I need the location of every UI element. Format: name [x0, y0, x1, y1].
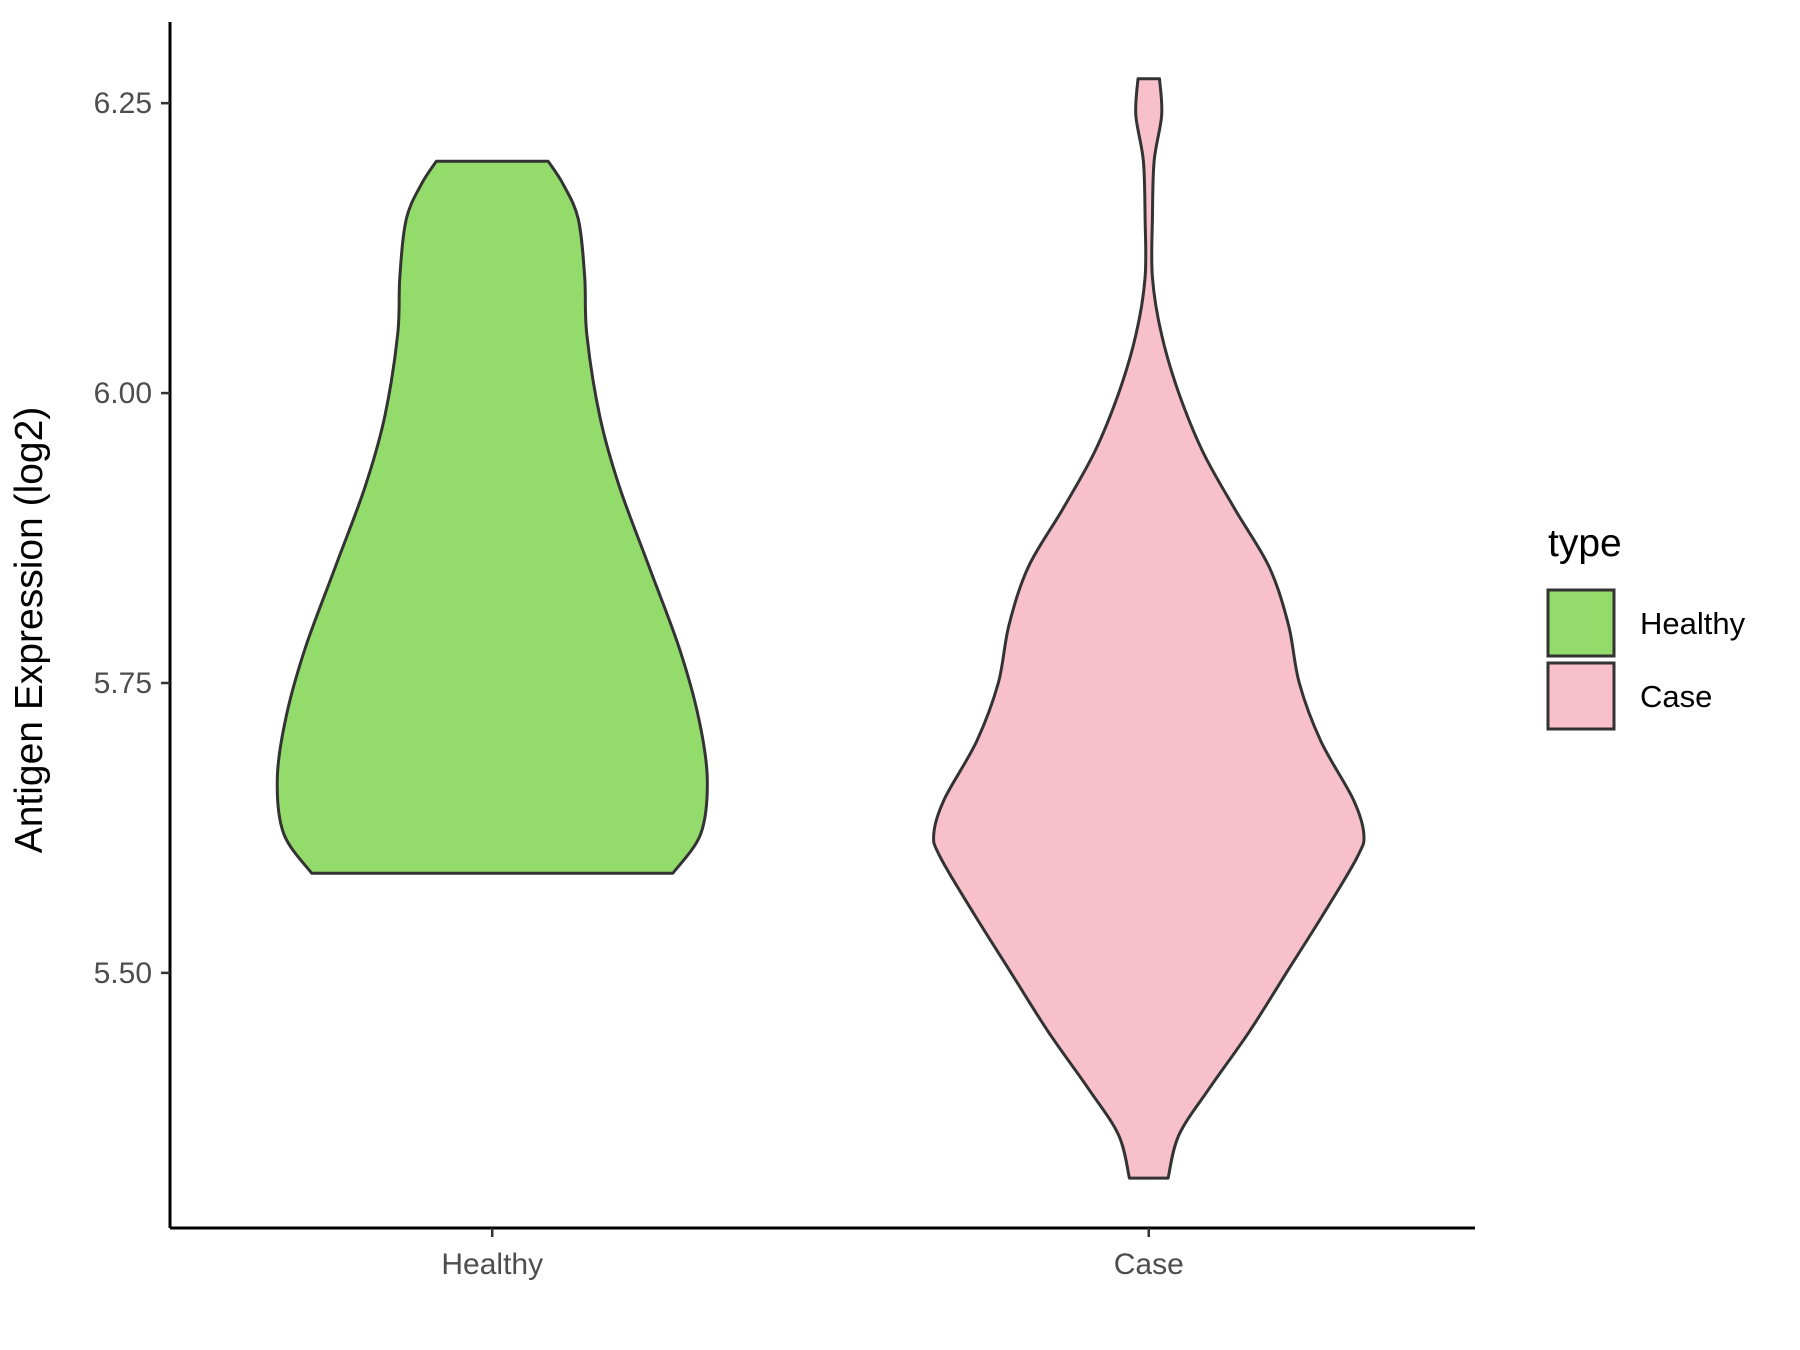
violins-layer: [275, 77, 1366, 1180]
y-tick-label: 6.25: [94, 87, 152, 120]
x-tick-label: Healthy: [441, 1248, 543, 1281]
legend-title: type: [1548, 522, 1622, 565]
axes-layer: 5.50 5.75 6.00 6.25 Healthy Case: [94, 22, 1475, 1281]
y-axis-title: Antigen Expression (log2): [8, 407, 51, 854]
legend-swatch-healthy: [1546, 588, 1616, 658]
x-tick-label: Case: [1114, 1248, 1184, 1281]
legend-swatch-case: [1546, 661, 1616, 731]
violin-healthy: [275, 159, 709, 875]
y-tick-label: 5.50: [94, 957, 152, 990]
y-tick-label: 6.00: [94, 377, 152, 410]
violin-case: [932, 77, 1366, 1180]
y-tick-label: 5.75: [94, 667, 152, 700]
legend: type Healthy Case: [1546, 522, 1746, 731]
legend-label-case: Case: [1640, 679, 1712, 714]
legend-label-healthy: Healthy: [1640, 606, 1746, 641]
